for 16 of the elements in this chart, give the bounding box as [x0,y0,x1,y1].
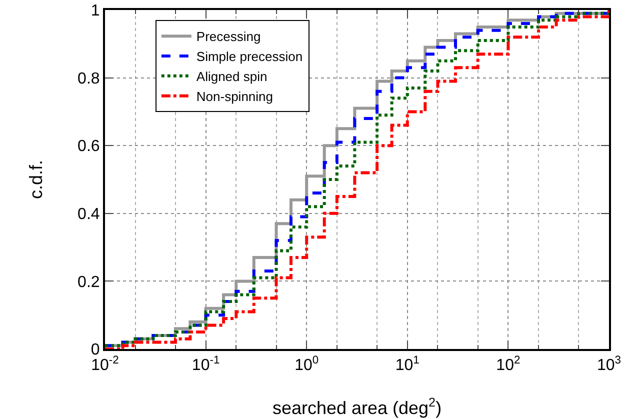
y-tick-label: 0.4 [78,206,100,223]
legend-label: Aligned spin [196,68,268,84]
legend-label: Non-spinning [196,88,274,104]
x-tick-label: 10$^{0}$ [294,354,319,374]
x-axis-title: searched area (deg$^{2}$) [272,395,442,418]
y-tick-label: 0.2 [78,274,100,291]
x-tick-label: 10$^{1}$ [395,354,420,374]
x-tick-label: 10$^{2}$ [496,354,520,374]
y-tick-label: 1 [90,2,100,20]
y-tick-label: 0.8 [78,70,100,88]
x-tick-label: 10$^{3}$ [596,354,622,374]
y-axis-title: c.d.f. [26,160,46,200]
x-tick-label: 10$^{-1}$ [192,354,220,374]
y-tick-label: 0.6 [78,138,100,156]
legend-label: Precessing [196,29,261,44]
legend-label: Simple precession [196,49,303,64]
